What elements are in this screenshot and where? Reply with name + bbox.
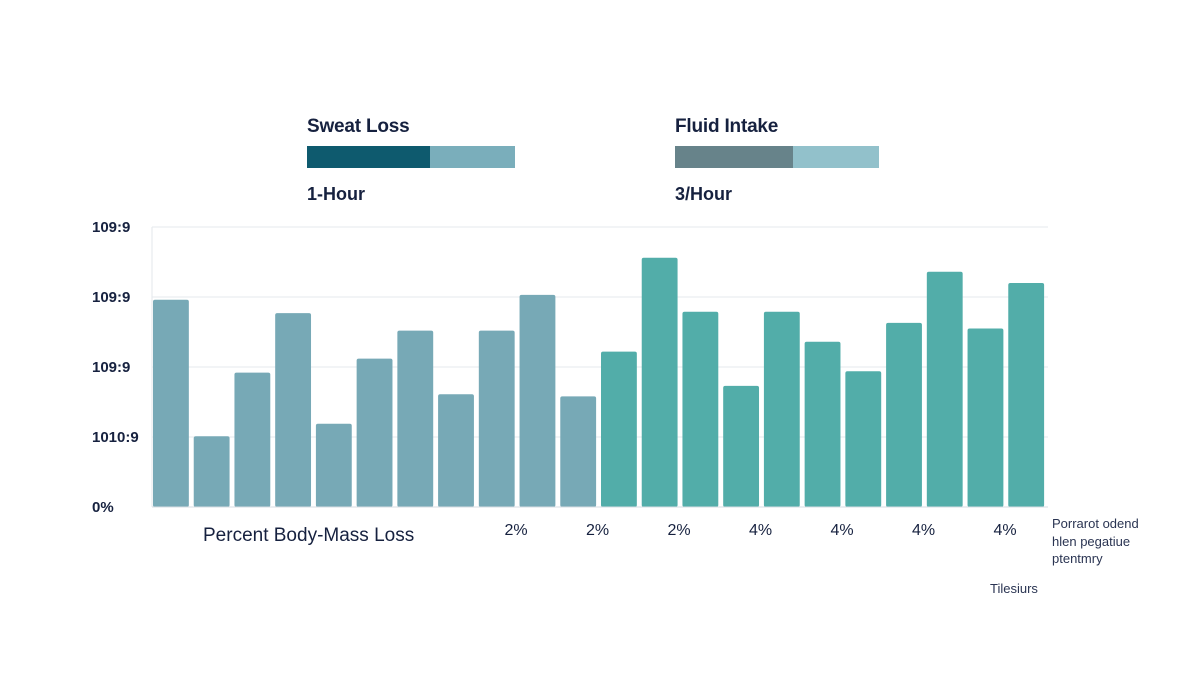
x-tick-label: 2%: [504, 522, 527, 539]
bar-fluid-intake: [763, 311, 800, 507]
bars: [153, 257, 1045, 507]
y-tick-label: 109:9: [92, 219, 130, 236]
bar-sweat-loss: [315, 423, 352, 507]
legend-swatch: [675, 146, 879, 168]
bar-fluid-intake: [926, 271, 963, 507]
x-tick-label: 4%: [912, 522, 935, 539]
y-tick-label: 0%: [92, 499, 114, 516]
bar-fluid-intake: [804, 341, 841, 507]
x-tick-label: 4%: [749, 522, 772, 539]
y-tick-label: 1010:9: [92, 429, 139, 446]
bar-sweat-loss: [397, 330, 434, 507]
annotation-line-3: ptentmry: [1052, 551, 1103, 566]
legend-title: Sweat Loss: [307, 116, 410, 137]
legend-swatch-light: [793, 146, 879, 168]
legend-swatch-light: [429, 146, 515, 168]
bar-fluid-intake: [886, 322, 922, 507]
x-axis-ticks: 2% 2% 2% 4% 4% 4% 4%: [504, 522, 1016, 539]
x-tick-label: 2%: [667, 522, 690, 539]
y-tick-label: 109:9: [92, 359, 130, 376]
bar-sweat-loss: [153, 299, 189, 507]
legend-swatch: [307, 146, 515, 168]
bar-sweat-loss: [234, 372, 271, 507]
bar-fluid-intake: [682, 311, 719, 507]
legend-swatch-dark: [307, 146, 430, 168]
bar-fluid-intake: [601, 351, 637, 507]
x-axis-label: Percent Body-Mass Loss: [203, 525, 414, 546]
legend-fluid-intake: Fluid Intake 3/Hour: [675, 116, 879, 205]
annotation-line-4: Tilesiurs: [990, 581, 1038, 596]
bar-sweat-loss: [519, 294, 556, 507]
bar-fluid-intake: [845, 371, 882, 507]
x-tick-label: 4%: [830, 522, 853, 539]
bar-sweat-loss: [193, 436, 230, 507]
y-tick-label: 109:9: [92, 289, 130, 306]
legend-title: Fluid Intake: [675, 116, 779, 137]
bar-fluid-intake: [723, 385, 760, 507]
y-axis-ticks: 0% 1010:9 109:9 109:9 109:9: [92, 219, 139, 516]
bar-fluid-intake: [641, 257, 678, 507]
bar-sweat-loss: [478, 330, 515, 507]
bar-sweat-loss: [438, 394, 474, 507]
bar-sweat-loss: [275, 313, 312, 507]
annotation-line-1: Porrarot odend: [1052, 516, 1139, 531]
bar-fluid-intake: [967, 328, 1004, 507]
legend-swatch-dark: [675, 146, 794, 168]
x-tick-label: 2%: [586, 522, 609, 539]
bar-sweat-loss: [356, 358, 393, 507]
bar-fluid-intake: [1008, 283, 1045, 507]
bar-sweat-loss: [560, 396, 597, 507]
legend-subtitle: 3/Hour: [675, 184, 733, 204]
x-tick-label: 4%: [993, 522, 1016, 539]
legend-sweat-loss: Sweat Loss 1-Hour: [307, 116, 515, 205]
legend-subtitle: 1-Hour: [307, 184, 365, 204]
annotation-line-2: hlen pegatiue: [1052, 534, 1130, 549]
